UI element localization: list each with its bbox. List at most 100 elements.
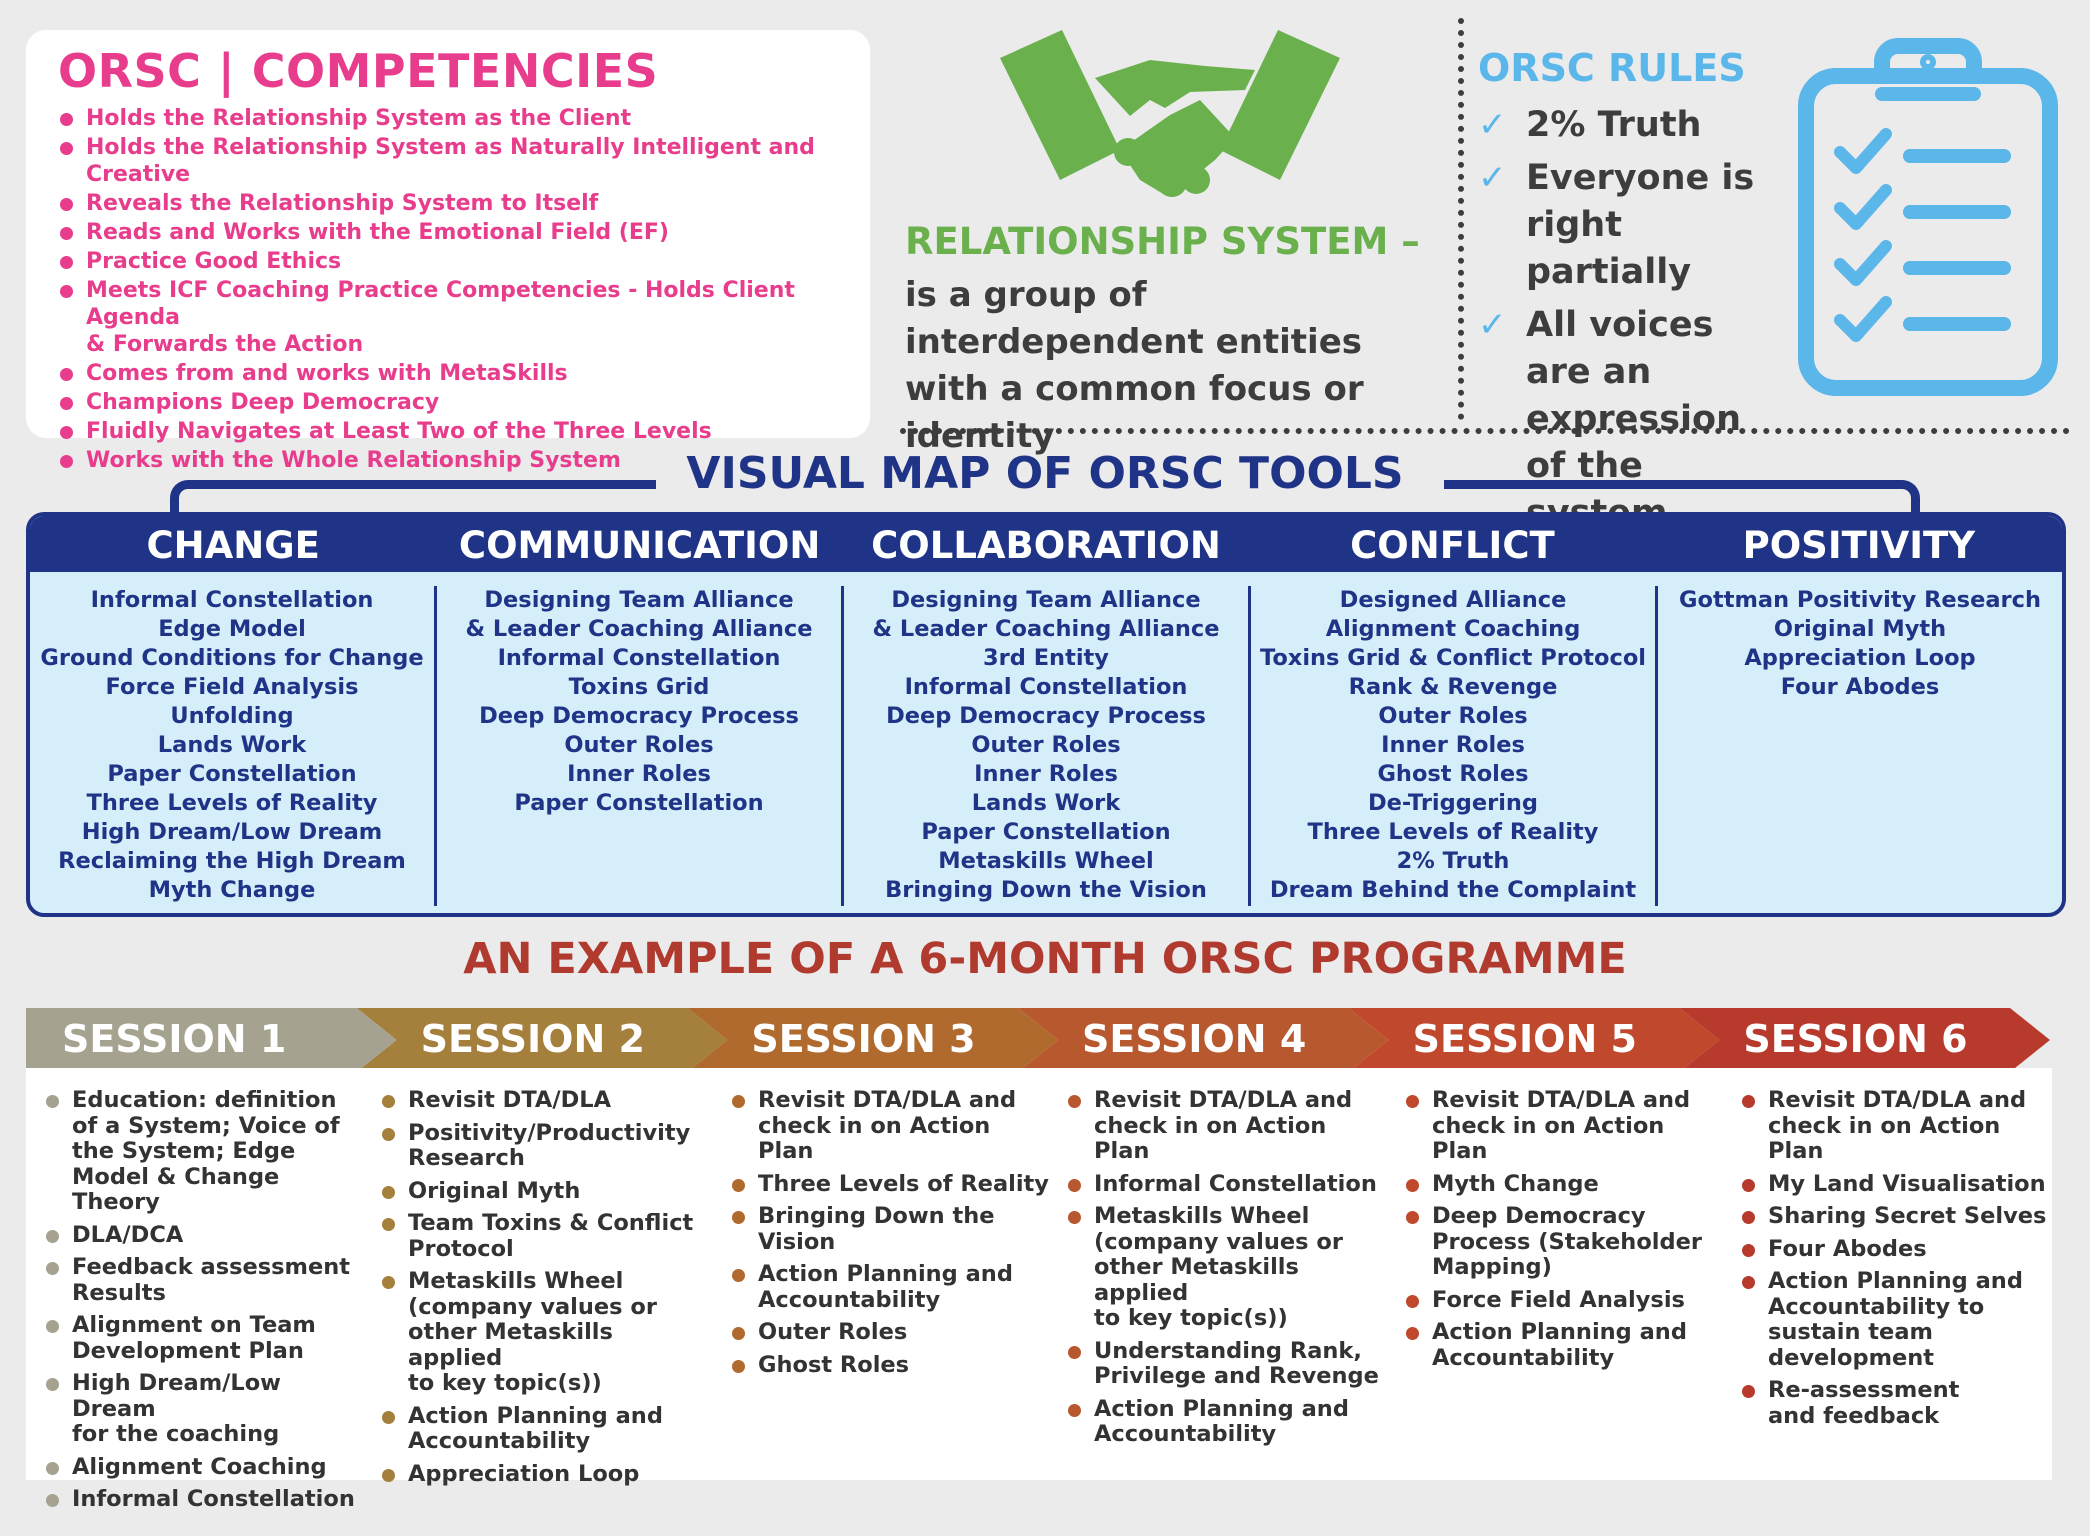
tools-column-heading-communication: COMMUNICATION xyxy=(458,524,821,567)
tool-item: Designing Team Alliance & Leader Coachin… xyxy=(465,587,813,642)
session-item: Alignment on Team Development Plan xyxy=(44,1312,364,1364)
tools-column-change: Informal Constellation Edge Model Ground C… xyxy=(30,586,434,906)
tool-item: Three Levels of Reality xyxy=(86,790,378,816)
session-item: Sharing Secret Selves xyxy=(1740,1203,2060,1230)
tool-item: Lands Work xyxy=(971,790,1121,816)
tool-item: 2% Truth xyxy=(1396,848,1510,874)
rule-text: 2% Truth xyxy=(1526,105,1702,145)
rules-title: ORSC RULES xyxy=(1478,46,1746,90)
tool-item: Myth Change xyxy=(148,877,316,903)
session-item: Action Planning and Accountability xyxy=(730,1261,1050,1313)
tools-column-collaboration: Designing Team Alliance & Leader Coachin… xyxy=(841,586,1248,906)
session-label: SESSION 5 xyxy=(1413,1017,1637,1061)
tools-column-heading-conflict: CONFLICT xyxy=(1350,524,1555,567)
tool-item: Reclaiming the High Dream xyxy=(58,848,406,874)
session-item: Original Myth xyxy=(380,1178,700,1205)
session-item: Four Abodes xyxy=(1740,1236,2060,1263)
competency-item: Fluidly Navigates at Least Two of the Th… xyxy=(58,418,844,445)
competency-item: Holds the Relationship System as the Cli… xyxy=(58,105,844,132)
tool-item: Force Field Analysis xyxy=(105,674,359,700)
session-column: Revisit DTA/DLA and check in on Action P… xyxy=(1404,1087,1724,1378)
tool-item: Inner Roles xyxy=(1381,732,1525,758)
tool-item: Paper Constellation xyxy=(514,790,764,816)
handshake-icon xyxy=(1000,30,1340,197)
dotted-divider-vertical xyxy=(1458,18,1464,420)
session-item: My Land Visualisation xyxy=(1740,1171,2060,1198)
tool-item: Appreciation Loop xyxy=(1744,645,1976,671)
tool-item: Rank & Revenge xyxy=(1348,674,1558,700)
session-column: Revisit DTA/DLA and check in on Action P… xyxy=(1740,1087,2060,1436)
tool-item: Ground Conditions for Change xyxy=(40,645,424,671)
tool-item: Deep Democracy Process xyxy=(886,703,1206,729)
tool-item: Toxins Grid xyxy=(568,674,710,700)
tools-column-positivity: Gottman Positivity Research Original Myth… xyxy=(1655,586,2062,906)
session-item: Deep Democracy Process (Stakeholder Mapp… xyxy=(1404,1203,1724,1281)
tool-item: Paper Constellation xyxy=(107,761,357,787)
tool-item: Outer Roles xyxy=(1378,703,1528,729)
tool-item: Ghost Roles xyxy=(1377,761,1529,787)
tool-item: Bringing Down the Vision xyxy=(885,877,1207,903)
tools-column-heading-change: CHANGE xyxy=(146,524,320,567)
competency-item: Holds the Relationship System as Natural… xyxy=(58,134,844,188)
session-item: Action Planning and Accountability xyxy=(380,1403,700,1455)
relationship-system-definition: is a group of interdependent entities wi… xyxy=(905,275,1364,456)
rule-text: Everyone is right partially xyxy=(1526,158,1755,292)
tools-column-heading-positivity: POSITIVITY xyxy=(1742,524,1976,567)
session-item: DLA/DCA xyxy=(44,1222,364,1249)
tool-item: 3rd Entity xyxy=(983,645,1109,671)
tool-item: Dream Behind the Complaint xyxy=(1269,877,1637,903)
session-column: Education: definition of a System; Voice… xyxy=(44,1087,364,1520)
session-arrow-segment xyxy=(356,1008,728,1072)
session-item: Myth Change xyxy=(1404,1171,1724,1198)
session-item: Action Planning and Accountability to su… xyxy=(1740,1268,2060,1371)
tool-item: Alignment Coaching xyxy=(1325,616,1581,642)
session-label: SESSION 4 xyxy=(1082,1017,1306,1061)
tool-item: Informal Constellation xyxy=(497,645,781,671)
dotted-divider-horizontal xyxy=(900,428,2070,434)
programme-title: AN EXAMPLE OF A 6-MONTH ORSC PROGRAMME xyxy=(463,934,1627,984)
session-label: SESSION 6 xyxy=(1743,1017,1967,1061)
competency-item: Works with the Whole Relationship System xyxy=(58,447,844,474)
session-item: Revisit DTA/DLA and check in on Action P… xyxy=(1740,1087,2060,1165)
tool-item: Lands Work xyxy=(157,732,307,758)
session-item: Bringing Down the Vision xyxy=(730,1203,1050,1255)
session-item: Outer Roles xyxy=(730,1319,1050,1346)
session-item: Three Levels of Reality xyxy=(730,1171,1050,1198)
clipboard-checklist-icon xyxy=(1798,38,2058,396)
tool-item: De-Triggering xyxy=(1367,790,1539,816)
competencies-list: Holds the Relationship System as the Cli… xyxy=(58,105,844,474)
tools-map-bracket-left xyxy=(170,480,656,520)
session-item: Positivity/Productivity Research xyxy=(380,1120,700,1172)
session-item: Understanding Rank, Privilege and Reveng… xyxy=(1066,1338,1386,1390)
session-item: Revisit DTA/DLA and check in on Action P… xyxy=(1066,1087,1386,1165)
tool-item: Informal Constellation xyxy=(904,674,1188,700)
session-item: Metaskills Wheel (company values or othe… xyxy=(1066,1203,1386,1332)
competency-item: Reads and Works with the Emotional Field… xyxy=(58,219,844,246)
session-item: Informal Constellation xyxy=(44,1486,364,1513)
session-item: Appreciation Loop xyxy=(380,1461,700,1488)
tool-item: Edge Model xyxy=(158,616,306,642)
tool-item: Three Levels of Reality xyxy=(1307,819,1599,845)
programme-panel xyxy=(26,1068,2052,1480)
competency-item: Meets ICF Coaching Practice Competencies… xyxy=(58,277,844,358)
session-column: Revisit DTA/DLA Positivity/Productivity R… xyxy=(380,1087,700,1494)
tool-item: Informal Constellation xyxy=(90,587,374,613)
tool-item: Designed Alliance xyxy=(1339,587,1567,613)
tool-item: Original Myth xyxy=(1773,616,1947,642)
session-item: Metaskills Wheel (company values or othe… xyxy=(380,1268,700,1397)
session-label: SESSION 2 xyxy=(421,1017,645,1061)
tool-item: High Dream/Low Dream xyxy=(81,819,383,845)
session-arrow-segment xyxy=(1348,1008,1720,1072)
session-item: Revisit DTA/DLA and check in on Action P… xyxy=(730,1087,1050,1165)
session-arrow-segment xyxy=(1679,1008,2050,1072)
session-arrow-segment xyxy=(26,1008,397,1072)
checkmark-icon: ✓ xyxy=(1478,305,1507,345)
competency-item: Comes from and works with MetaSkills xyxy=(58,360,844,387)
tool-item: Toxins Grid & Conflict Protocol xyxy=(1259,645,1647,671)
session-item: High Dream/Low Dream for the coaching xyxy=(44,1370,364,1448)
competency-item: Champions Deep Democracy xyxy=(58,389,844,416)
rule-item: ✓ 2% Truth xyxy=(1478,102,1778,149)
session-item: Revisit DTA/DLA and check in on Action P… xyxy=(1404,1087,1724,1165)
tools-map-title: VISUAL MAP OF ORSC TOOLS xyxy=(686,448,1404,499)
tool-item: Inner Roles xyxy=(974,761,1118,787)
